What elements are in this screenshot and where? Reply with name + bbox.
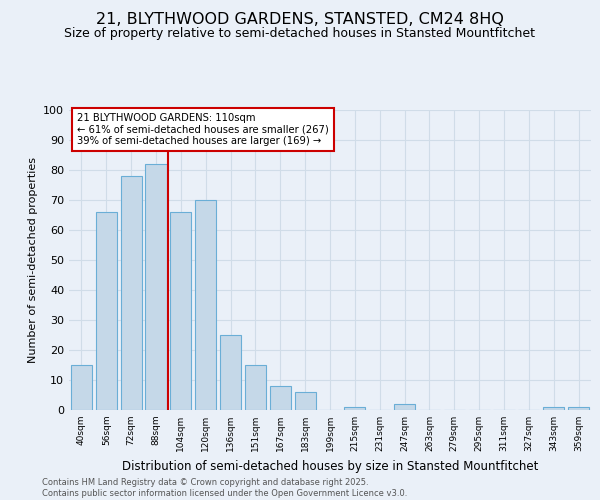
Bar (96, 212, 117, 410)
Y-axis label: Number of semi-detached properties: Number of semi-detached properties (28, 157, 38, 363)
Bar (220, 335, 241, 410)
Bar (71, 365, 92, 410)
Bar (568, 407, 589, 410)
Bar (245, 365, 266, 410)
Bar (121, 176, 142, 410)
Text: Contains HM Land Registry data © Crown copyright and database right 2025.
Contai: Contains HM Land Registry data © Crown c… (42, 478, 407, 498)
Text: Size of property relative to semi-detached houses in Stansted Mountfitchet: Size of property relative to semi-detach… (65, 28, 536, 40)
Bar (344, 407, 365, 410)
Bar (170, 212, 191, 410)
Text: 21 BLYTHWOOD GARDENS: 110sqm
← 61% of semi-detached houses are smaller (267)
39%: 21 BLYTHWOOD GARDENS: 110sqm ← 61% of se… (77, 113, 329, 146)
Bar (543, 407, 564, 410)
Bar (295, 392, 316, 410)
Bar (394, 404, 415, 410)
Text: 21, BLYTHWOOD GARDENS, STANSTED, CM24 8HQ: 21, BLYTHWOOD GARDENS, STANSTED, CM24 8H… (96, 12, 504, 28)
Bar (270, 386, 291, 410)
X-axis label: Distribution of semi-detached houses by size in Stansted Mountfitchet: Distribution of semi-detached houses by … (122, 460, 538, 472)
Bar (145, 164, 167, 410)
Bar (195, 200, 216, 410)
